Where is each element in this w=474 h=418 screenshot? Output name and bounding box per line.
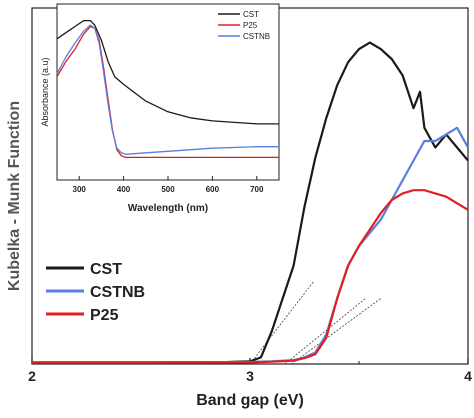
main-x-tick-label: 3 xyxy=(246,368,254,384)
main-x-tick-label: 4 xyxy=(464,368,472,384)
tangent-line xyxy=(249,281,314,365)
inset-plot-frame xyxy=(56,3,280,181)
inset-x-tick-label: 300 xyxy=(73,185,87,194)
series-line-cst xyxy=(32,41,469,364)
inset-x-axis-label: Wavelength (nm) xyxy=(128,203,208,214)
inset-x-tick-label: 600 xyxy=(206,185,220,194)
inset-series-line-cstnb xyxy=(56,24,279,155)
tangent-line xyxy=(291,298,382,365)
legend-label-cst: CST xyxy=(90,261,122,278)
inset-legend-label-cstnb: CSTNB xyxy=(243,32,270,41)
inset-y-axis-label: Absorbance (a.u) xyxy=(40,57,50,126)
inset-legend-label-cst: CST xyxy=(243,10,259,19)
inset-x-tick-label: 400 xyxy=(117,185,131,194)
inset-series-line-cst xyxy=(56,19,279,125)
main-x-tick-label: 2 xyxy=(28,368,36,384)
inset-x-tick-label: 500 xyxy=(161,185,175,194)
series-line-p25 xyxy=(32,189,469,364)
inset-legend-label-p25: P25 xyxy=(243,21,258,30)
tangent-line xyxy=(284,298,366,365)
legend-label-p25: P25 xyxy=(90,307,119,324)
main-x-axis-label: Band gap (eV) xyxy=(196,392,304,409)
main-y-axis-label: Kubelka - Munk Function xyxy=(6,101,23,291)
legend-label-cstnb: CSTNB xyxy=(90,284,145,301)
inset-x-tick-label: 700 xyxy=(250,185,264,194)
